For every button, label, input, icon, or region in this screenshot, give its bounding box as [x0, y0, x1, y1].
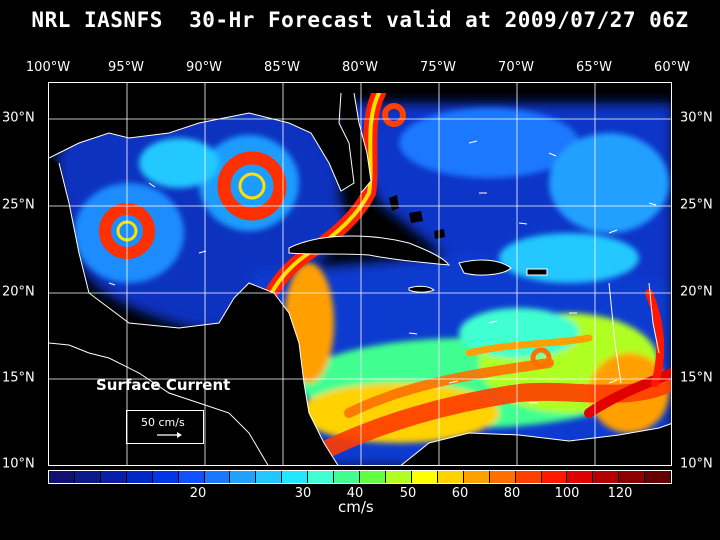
- colorbar-tick-label: 30: [294, 486, 312, 501]
- lat-label-left: 25°N: [2, 197, 35, 213]
- colorbar-swatch: [334, 471, 361, 483]
- lat-label-left: 15°N: [2, 370, 35, 386]
- lat-label-right: 25°N: [680, 197, 713, 213]
- colorbar-swatch: [567, 471, 594, 483]
- lat-label-left: 20°N: [2, 284, 35, 300]
- lon-label: 80°W: [342, 60, 378, 75]
- colorbar-swatch: [126, 471, 153, 483]
- colorbar-swatch: [411, 471, 438, 483]
- colorbar-swatch: [308, 471, 335, 483]
- current-field-svg: [49, 83, 671, 465]
- reference-arrow-icon: [157, 432, 182, 438]
- current-map: [48, 82, 672, 466]
- colorbar-swatch: [385, 471, 412, 483]
- colorbar-swatch: [541, 471, 568, 483]
- colorbar-swatch: [49, 471, 75, 483]
- colorbar-tick-label: 50: [399, 486, 417, 501]
- colorbar-swatch: [204, 471, 231, 483]
- colorbar-swatch: [256, 471, 283, 483]
- colorbar-swatch: [515, 471, 542, 483]
- colorbar-tick-label: 40: [346, 486, 364, 501]
- colorbar-swatch: [100, 471, 127, 483]
- colorbar-swatch: [645, 471, 672, 483]
- colorbar-swatch: [463, 471, 490, 483]
- lat-label-right: 10°N: [680, 456, 713, 472]
- lon-label: 90°W: [186, 60, 222, 75]
- lon-label: 65°W: [576, 60, 612, 75]
- colorbar-swatch: [593, 471, 620, 483]
- colorbar-swatch: [360, 471, 386, 483]
- colorbar-units: cm/s: [338, 498, 374, 516]
- colorbar-swatch: [178, 471, 205, 483]
- colorbar-swatch: [489, 471, 516, 483]
- colorbar-tick-label: 60: [451, 486, 469, 501]
- lon-label: 95°W: [108, 60, 144, 75]
- lat-label-left: 30°N: [2, 110, 35, 126]
- lon-label: 75°W: [420, 60, 456, 75]
- colorbar-swatch: [619, 471, 646, 483]
- colorbar-tick-label: 100: [554, 486, 580, 501]
- land-masses: [49, 83, 671, 465]
- colorbar-tick-label: 80: [503, 486, 521, 501]
- surface-current-label: Surface Current: [96, 376, 231, 394]
- lat-label-right: 15°N: [680, 370, 713, 386]
- colorbar-swatch: [230, 471, 257, 483]
- lon-label: 85°W: [264, 60, 300, 75]
- current-vectors: [108, 140, 657, 404]
- lon-label: 100°W: [25, 60, 71, 75]
- colorbar-swatch: [437, 471, 464, 483]
- graticule: [49, 83, 671, 465]
- colorbar-tick-label: 20: [189, 486, 207, 501]
- colorbar-swatch: [282, 471, 309, 483]
- colorbar-tick-label: 120: [607, 486, 633, 501]
- map-title: NRL IASNFS 30-Hr Forecast valid at 2009/…: [31, 8, 689, 32]
- longitude-labels: 100°W 95°W 90°W 85°W 80°W 75°W 70°W 65°W…: [0, 60, 720, 80]
- reference-vector-label: 50 cm/s: [141, 416, 185, 429]
- speed-colorbar: [48, 470, 672, 484]
- lon-label: 60°W: [654, 60, 690, 75]
- lat-label-right: 30°N: [680, 110, 713, 126]
- colorbar-swatch: [74, 471, 101, 483]
- reference-vector-box: 50 cm/s: [126, 410, 204, 444]
- lon-label: 70°W: [498, 60, 534, 75]
- lat-label-right: 20°N: [680, 284, 713, 300]
- colorbar-swatch: [152, 471, 179, 483]
- coastlines: [49, 92, 671, 465]
- lat-label-left: 10°N: [2, 456, 35, 472]
